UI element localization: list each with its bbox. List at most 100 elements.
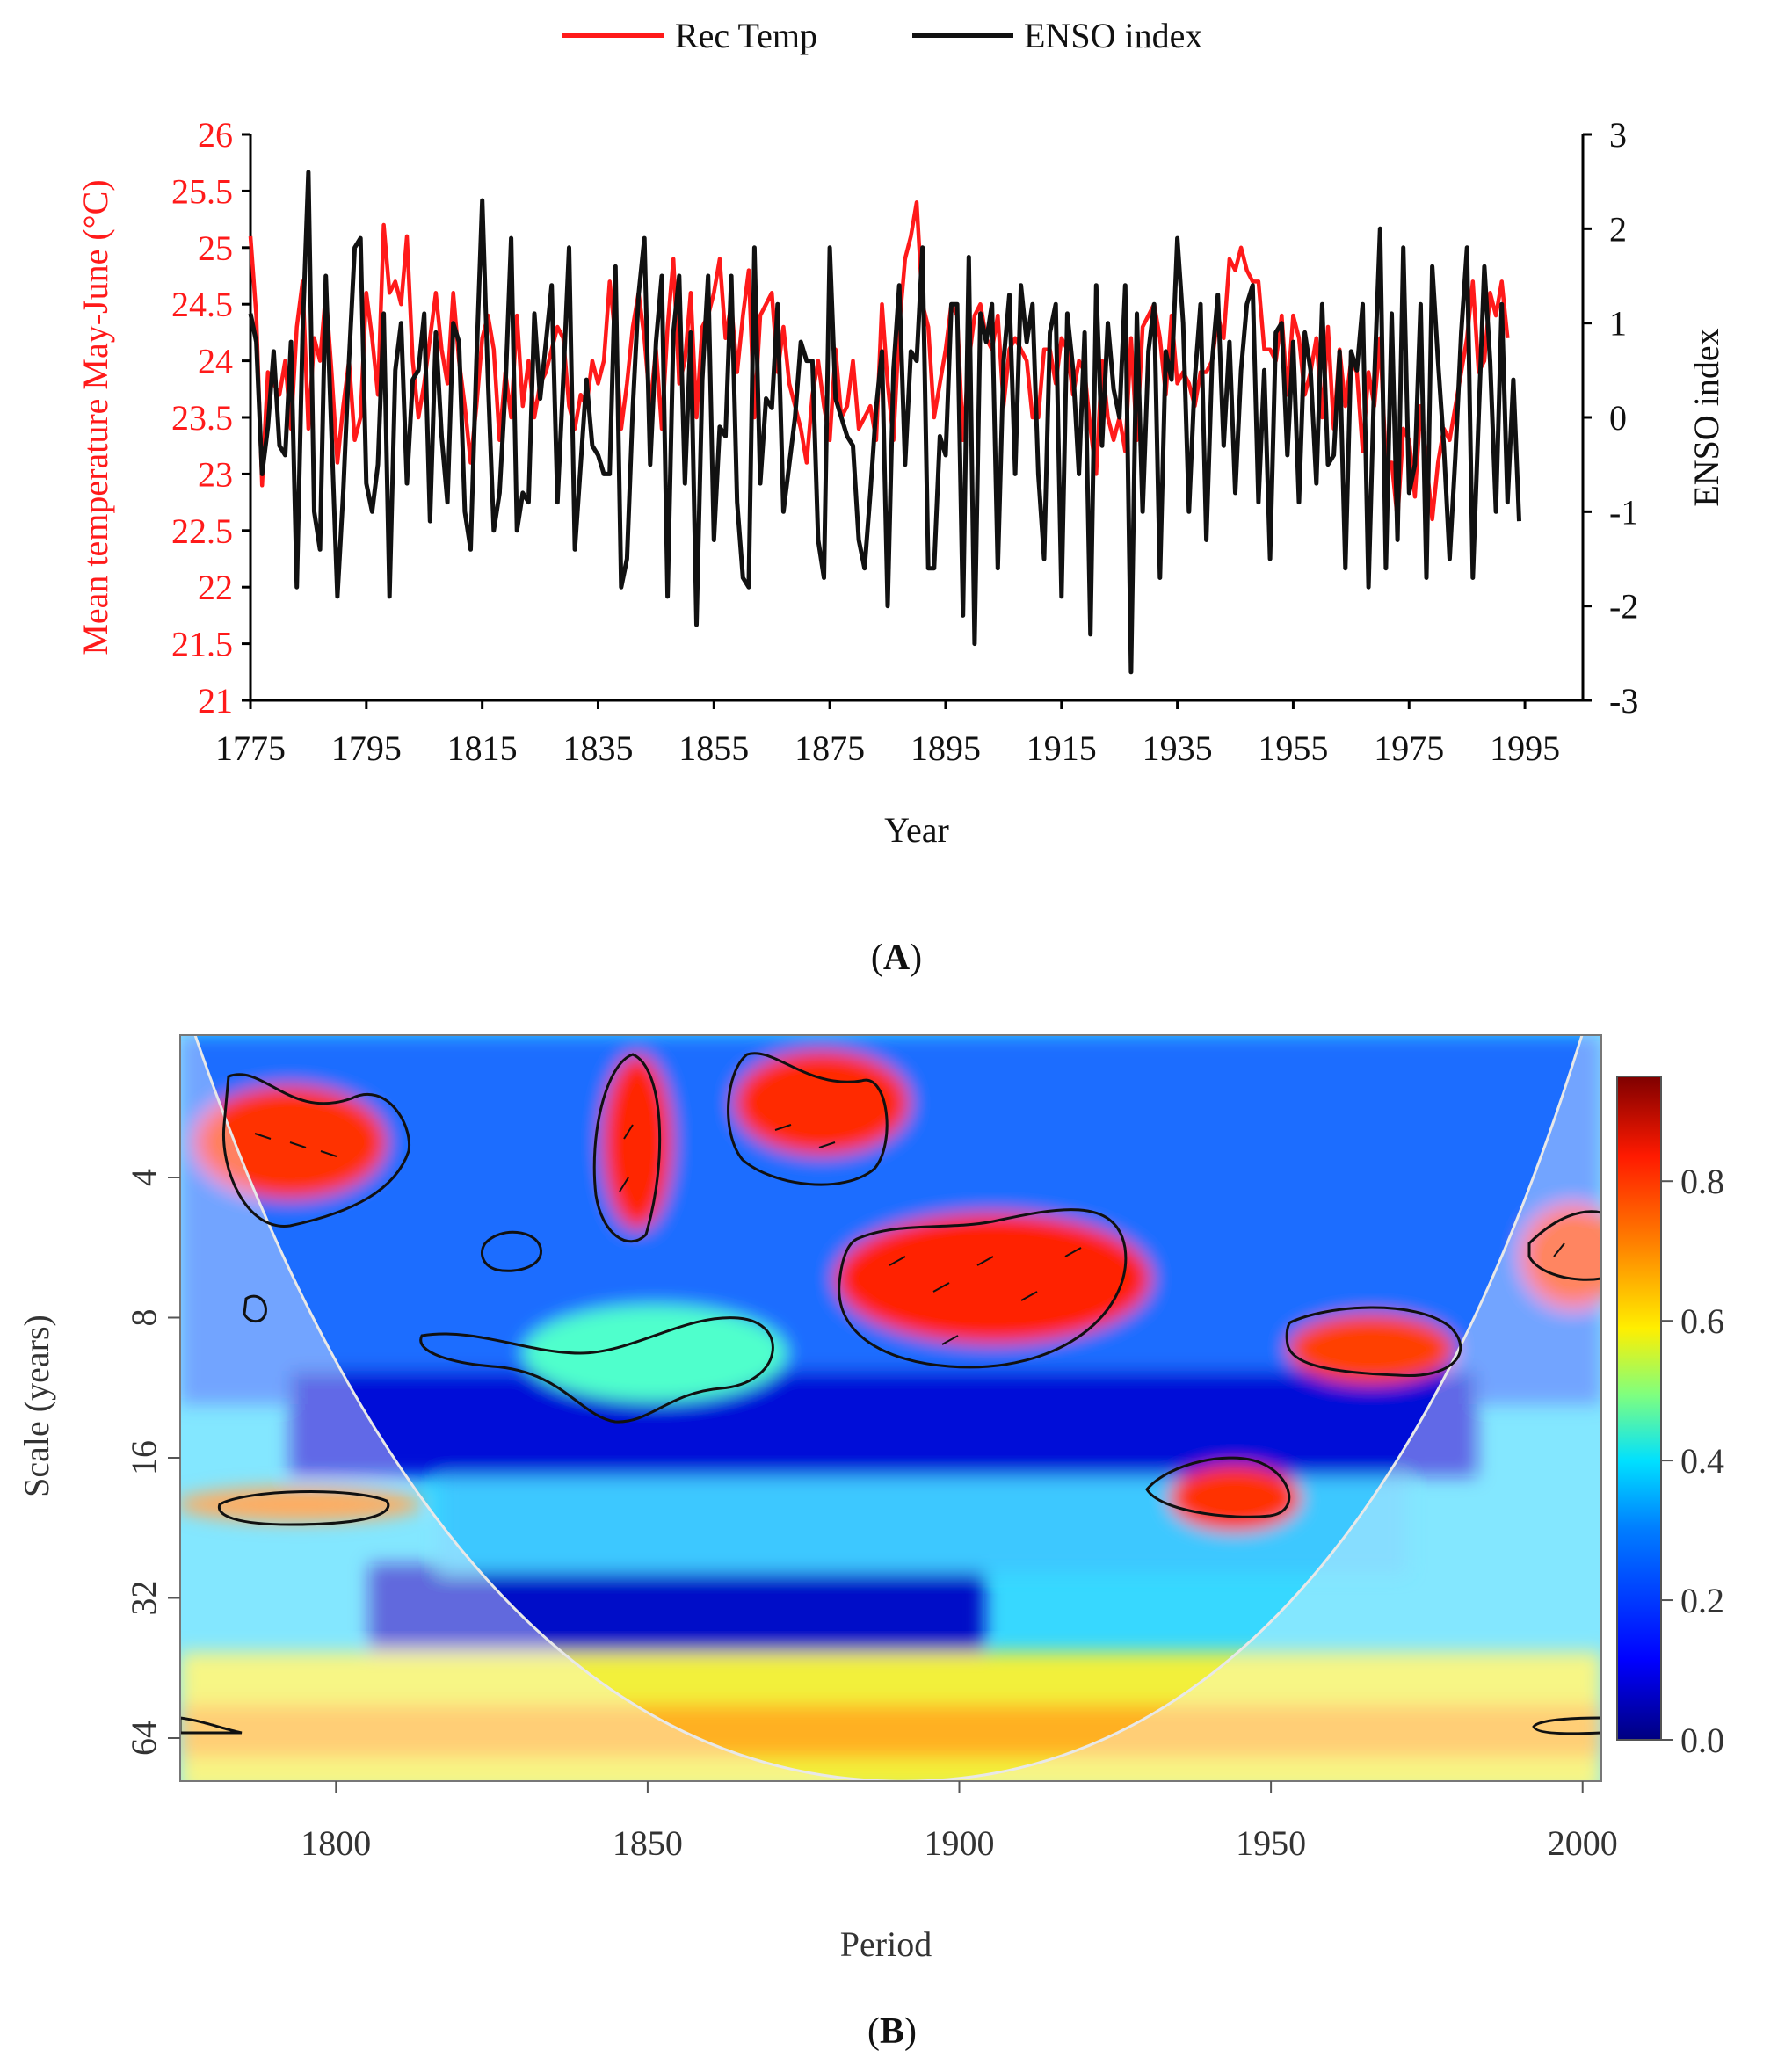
hotspot-1965-9 [1288,1314,1455,1384]
x-tick-label: 1950 [1236,1823,1306,1863]
x-tick-label: 1975 [1374,728,1444,768]
x-tick-label: 1955 [1258,728,1328,768]
left-tick-label: 22 [198,568,233,607]
plot-b-frame [179,1034,1602,1782]
hotspot-2000-6 [1520,1204,1601,1309]
x-tick-label: 1935 [1143,728,1213,768]
phase-arrow [619,1177,629,1192]
colorbar-gradient [1616,1076,1662,1741]
colorbar-tick-label: 0.2 [1680,1581,1724,1620]
colorbar-tick-label: 0.6 [1680,1301,1724,1341]
phase-arrow [320,1150,337,1157]
legend: Rec Temp ENSO index [562,16,1202,55]
x-axis-title: Year [884,810,949,850]
contour-2000-6 [1527,1210,1601,1281]
panel-label-close-paren: ) [904,2011,917,2052]
phase-arrow [254,1133,272,1140]
phase-arrow [1020,1291,1038,1301]
hotspot-1850-10 [523,1305,787,1402]
y-axis-title-right: ENSO index [1687,328,1726,506]
phase-arrow [1064,1247,1082,1257]
left-tick-label: 26 [198,115,233,155]
right-tick-label: -2 [1609,587,1638,627]
x-tick-label: 1850 [613,1823,683,1863]
x-tick-label: 1800 [301,1823,371,1863]
right-tick-label: -3 [1609,681,1638,721]
panel-label: (B) [867,2011,917,2052]
contour-1785-8 [243,1294,267,1323]
x-tick-label: 1900 [925,1823,995,1863]
x-tick-label: 1815 [447,728,518,768]
x-axis-ticks: 1800 1850 1900 1950 2000 [301,1781,1618,1863]
right-tick-label: -1 [1609,492,1638,532]
panel-label-close-paren: ) [910,938,922,978]
phase-arrow [818,1141,836,1148]
left-tick-label: 25 [198,228,233,268]
colorbar: 0.0 0.2 0.4 0.6 0.8 [1616,1076,1724,1760]
heat-band-orange-bottom [180,1705,1601,1757]
contour-1775-64 [180,1716,243,1735]
phase-arrows [254,1124,1565,1345]
x-tick-label: 1835 [562,728,633,768]
hotspot-1940-18 [1169,1465,1301,1532]
legend-label-rec-temp: Rec Temp [675,16,817,55]
contour-1830-5 [481,1230,542,1272]
left-tick-label: 24.5 [171,285,233,324]
panel-label-letter: B [880,2011,904,2052]
contour-1850-10 [419,1316,774,1424]
contour-1905-6 [838,1208,1128,1369]
significance-contours [180,1052,1601,1735]
contour-1940-18 [1145,1456,1291,1518]
heat-band-dark-blue-2 [369,1564,984,1661]
left-tick-label: 21.5 [171,625,233,664]
left-tick-label: 22.5 [171,511,233,551]
right-tick-label: 2 [1609,209,1627,249]
series-group [248,170,1521,675]
y-tick-label: 16 [124,1440,163,1475]
x-axis-title: Period [840,1924,932,1964]
x-tick-label: 1895 [911,728,981,768]
x-tick-label: 1795 [331,728,402,768]
y-axis-title-left: Mean temperature May-June (°C) [76,179,115,655]
colorbar-tick-label: 0.8 [1680,1162,1724,1201]
hotspot-1905-6 [835,1213,1151,1344]
y-tick-label: 64 [124,1721,163,1756]
heat-band-dark-blue-1 [290,1371,1477,1476]
phase-arrow [623,1124,634,1140]
left-tick-label: 25.5 [171,171,233,211]
phase-arrow [289,1141,307,1148]
y-axis-ticks: 4 8 16 32 64 [124,1169,180,1756]
x-tick-label: 1995 [1490,728,1560,768]
contour-1845-4 [592,1053,662,1243]
contour-1965-9 [1285,1306,1462,1378]
y-axis-title: Scale (years) [17,1315,56,1497]
right-tick-label: 1 [1609,304,1627,344]
contour-1790-4 [221,1073,411,1228]
x-tick-label: 1875 [795,728,865,768]
left-tick-label: 23 [198,454,233,494]
colorbar-ticks: 0.0 0.2 0.4 0.6 0.8 [1661,1162,1724,1760]
x-tick-label: 1855 [678,728,749,768]
y-tick-label: 8 [124,1309,163,1327]
colorbar-tick-label: 0.4 [1680,1441,1724,1481]
left-axis-ticks: 21 21.5 22 22.5 23 23.5 24 24.5 25 25.5 26 [171,115,250,721]
x-tick-label: 2000 [1548,1823,1618,1863]
hotspot-1845-4 [602,1054,672,1230]
contour-2000-64 [1532,1716,1601,1735]
left-tick-label: 23.5 [171,398,233,438]
phase-arrow [889,1256,906,1266]
contour-1880-3 [727,1052,889,1186]
x-tick-label: 1775 [215,728,286,768]
phase-arrow [976,1256,994,1266]
phase-arrow [932,1282,950,1293]
wavelet-heatmap [180,1035,1601,1781]
cone-of-influence-shade [180,1035,1601,1781]
x-axis-ticks: 1775 1795 1815 1835 1855 1875 1895 1915 1935 1955… [215,700,1560,768]
left-tick-label: 24 [198,342,233,381]
legend-label-enso-index: ENSO index [1024,16,1202,55]
panel-b: 1800 1850 1900 1950 2000 4 8 16 32 64 Period Sca… [17,1034,1724,2052]
panel-label: (A) [871,938,922,978]
panel-a: Rec Temp ENSO index 2 1 21.5 22 22.5 23 23.5 24… [76,16,1726,978]
right-tick-label: 0 [1609,398,1627,438]
colorbar-tick-label: 0.0 [1680,1721,1724,1760]
